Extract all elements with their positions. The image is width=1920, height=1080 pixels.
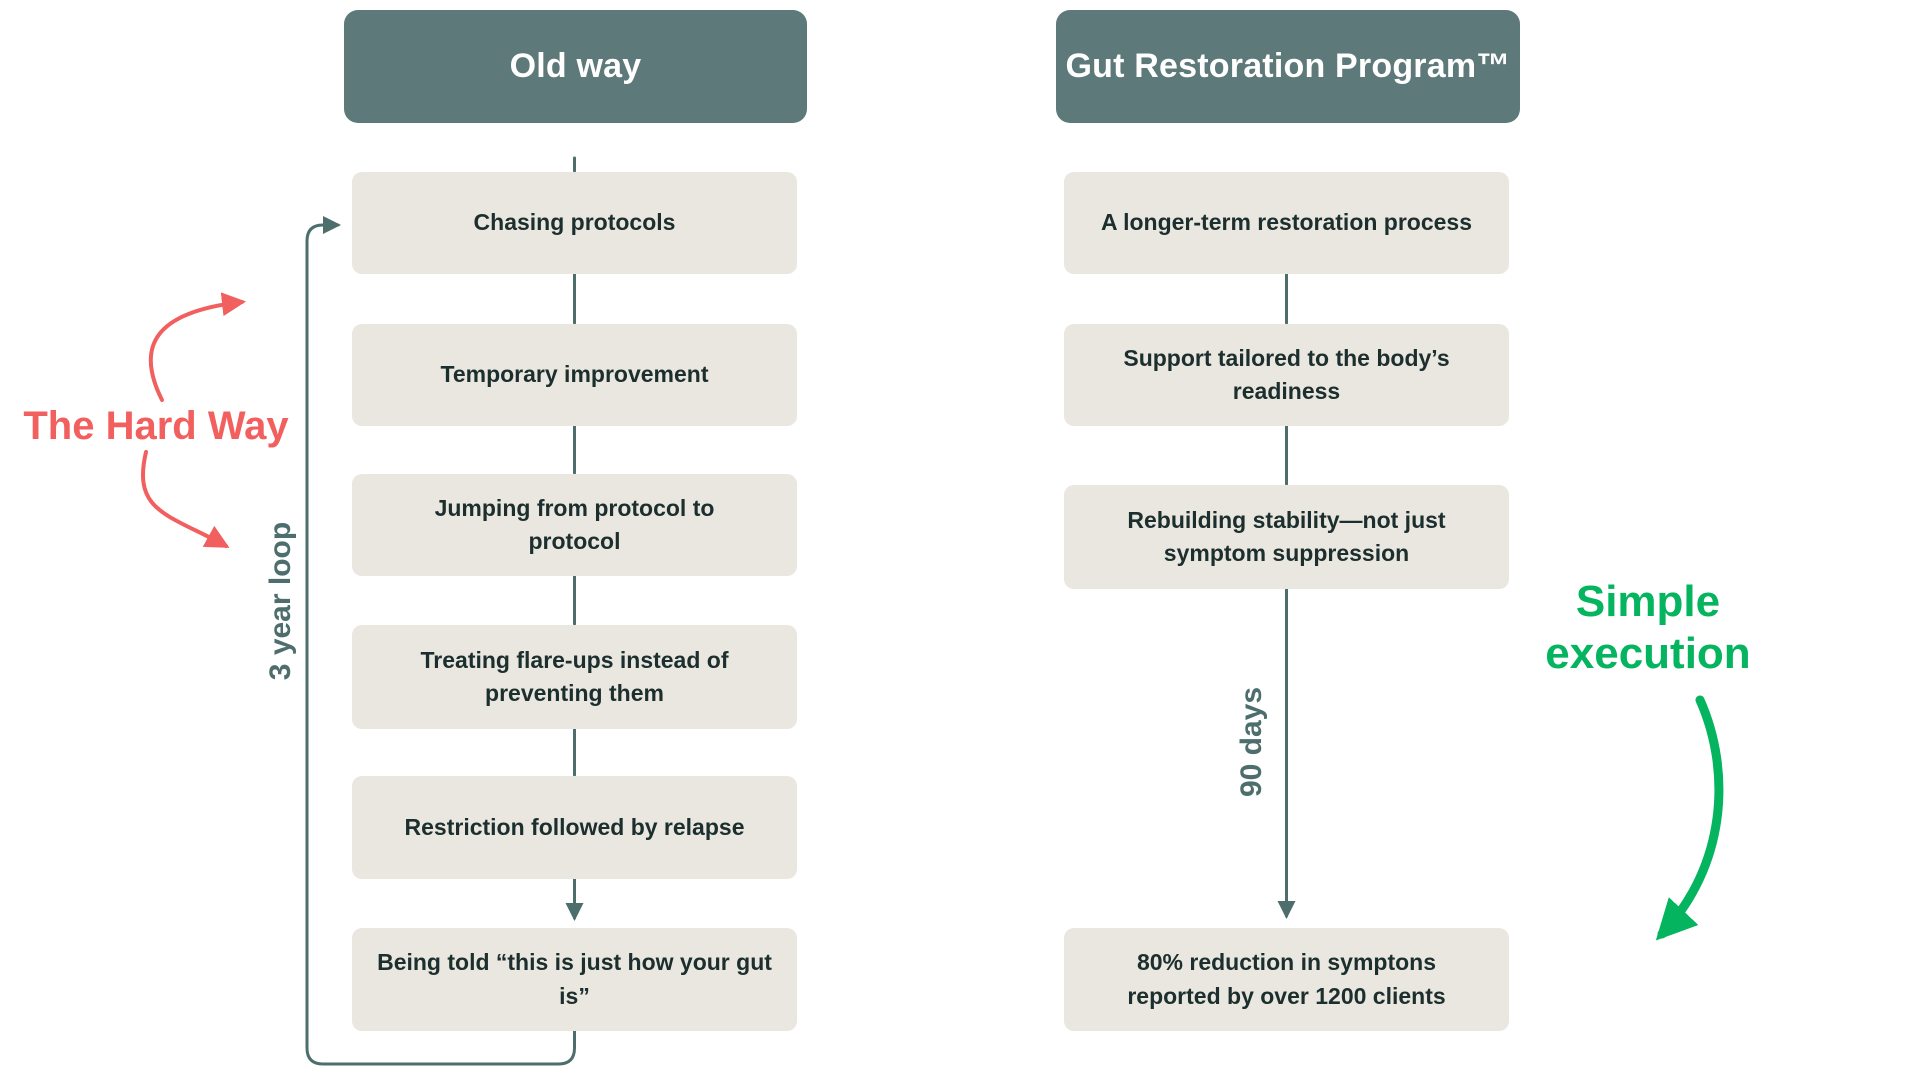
old-way-step-3: Jumping from protocol to protocol [352, 474, 797, 576]
program-duration-label: 90 days [1235, 686, 1268, 798]
old-way-step-4: Treating flare-ups instead of preventing… [352, 625, 797, 729]
simple-execution-arrow [1655, 695, 1724, 941]
old-way-header: Old way [344, 10, 807, 123]
program-step-3: Rebuilding stability—not just symptom su… [1064, 485, 1509, 589]
old-way-step-5: Restriction followed by relapse [352, 776, 797, 879]
program-step-3-label: Rebuilding stability—not just symptom su… [1127, 506, 1446, 566]
simple-execution-annotation: Simple execution [1528, 576, 1768, 680]
loop-duration-label: 3 year loop [264, 521, 297, 681]
simple-execution-line1: Simple [1575, 577, 1721, 626]
program-header: Gut Restoration Program™ [1056, 10, 1520, 123]
old-way-step-2: Temporary improvement [352, 324, 797, 426]
hard-way-annotation: The Hard Way [23, 404, 289, 448]
old-way-step-4-label: Treating flare-ups instead of preventing… [420, 646, 729, 706]
old-way-step-6-label: Being told “this is just how your gut is… [377, 949, 772, 1009]
program-step-2-label: Support tailored to the body’s readiness [1123, 344, 1450, 404]
red-arrow-up [148, 292, 246, 402]
old-way-step-1-label: Chasing protocols [473, 209, 676, 236]
program-step-4-label: 80% reduction in symptons reported by ov… [1127, 949, 1446, 1009]
simple-execution-line2: execution [1545, 628, 1751, 678]
old-way-step-3-label: Jumping from protocol to protocol [434, 494, 715, 554]
program-step-1: A longer-term restoration process [1064, 172, 1509, 274]
program-header-label: Gut Restoration Program™ [1065, 47, 1511, 85]
old-way-step-5-label: Restriction followed by relapse [404, 813, 745, 840]
old-way-step-2-label: Temporary improvement [440, 361, 709, 388]
old-way-header-label: Old way [509, 47, 642, 85]
green-arrow-down [1655, 695, 1724, 941]
program-step-1-label: A longer-term restoration process [1100, 209, 1473, 236]
old-way-step-6: Being told “this is just how your gut is… [352, 928, 797, 1031]
red-arrow-down [140, 450, 230, 548]
program-step-4: 80% reduction in symptons reported by ov… [1064, 928, 1509, 1031]
program-step-2: Support tailored to the body’s readiness [1064, 324, 1509, 426]
old-way-step-1: Chasing protocols [352, 172, 797, 274]
